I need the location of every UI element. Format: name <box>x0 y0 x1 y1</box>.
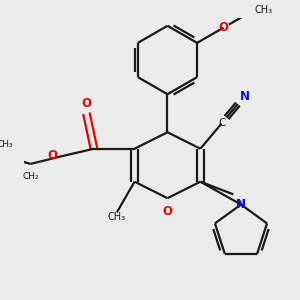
Text: O: O <box>47 148 57 162</box>
Text: C: C <box>218 118 225 128</box>
Text: CH₂: CH₂ <box>22 172 39 181</box>
Text: N: N <box>239 90 249 103</box>
Text: N: N <box>236 198 246 211</box>
Text: CH₃: CH₃ <box>254 5 272 15</box>
Text: CH₃: CH₃ <box>0 140 14 149</box>
Text: O: O <box>218 21 229 34</box>
Text: O: O <box>81 97 92 110</box>
Text: CH₃: CH₃ <box>108 212 126 222</box>
Text: O: O <box>163 205 172 218</box>
Text: N: N <box>236 198 246 211</box>
